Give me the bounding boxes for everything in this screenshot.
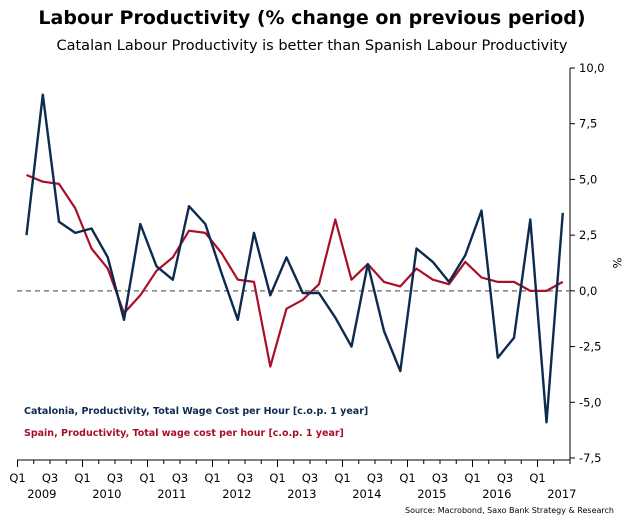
x-year-label: 2012 [222,487,251,501]
legend-entry: Catalonia, Productivity, Total Wage Cost… [24,406,368,417]
chart-series [25,93,564,424]
x-year-label: 2009 [27,487,56,501]
y-tick-label: -7,5 [579,451,601,465]
x-tick-label: Q1 [9,471,25,485]
y-axis-label: % [610,258,624,269]
y-tick-label: -5,0 [579,395,601,409]
legend-entry: Spain, Productivity, Total wage cost per… [24,428,344,439]
x-tick-label: Q1 [139,471,155,485]
chart-axes: 10,0 7,5 5,0 2,5 0,0 -2,5 -5,0 -7,5% Q1 Q3 Q1 Q3 Q1 Q… [9,61,624,501]
x-tick-label: Q1 [269,471,285,485]
x-year-label: 2014 [352,487,381,501]
x-tick-label: Q1 [74,471,90,485]
x-year-label: 2013 [287,487,316,501]
y-tick-label: 0,0 [579,284,597,298]
x-year-label: 2017 [547,487,576,501]
y-tick-label: 2,5 [579,228,597,242]
x-tick-label: Q3 [367,471,383,485]
series-line-spain [26,173,564,368]
chart-legend: Catalonia, Productivity, Total Wage Cost… [24,406,368,439]
chart-title: Labour Productivity (% change on previou… [38,7,585,29]
chart-subtitle: Catalan Labour Productivity is better th… [56,38,567,54]
x-tick-label: Q3 [237,471,253,485]
x-tick-label: Q3 [42,471,58,485]
x-tick-label: Q1 [334,471,350,485]
y-tick-label: 5,0 [579,172,597,186]
y-tick-label: 10,0 [579,61,605,75]
source-note: Source: Macrobond, Saxo Bank Strategy & … [405,506,614,515]
x-year-label: 2011 [157,487,186,501]
y-tick-label: -2,5 [579,340,601,354]
x-tick-label: Q3 [172,471,188,485]
x-tick-label: Q3 [432,471,448,485]
x-tick-label: Q3 [302,471,318,485]
x-tick-label: Q1 [464,471,480,485]
x-tick-label: Q1 [204,471,220,485]
x-tick-label: Q3 [107,471,123,485]
x-tick-label: Q3 [497,471,513,485]
x-year-label: 2010 [92,487,121,501]
x-tick-label: Q1 [529,471,545,485]
y-tick-label: 7,5 [579,117,597,131]
x-year-label: 2015 [417,487,446,501]
series-line-catalonia [25,93,564,424]
x-tick-label: Q1 [399,471,415,485]
x-year-label: 2016 [482,487,511,501]
